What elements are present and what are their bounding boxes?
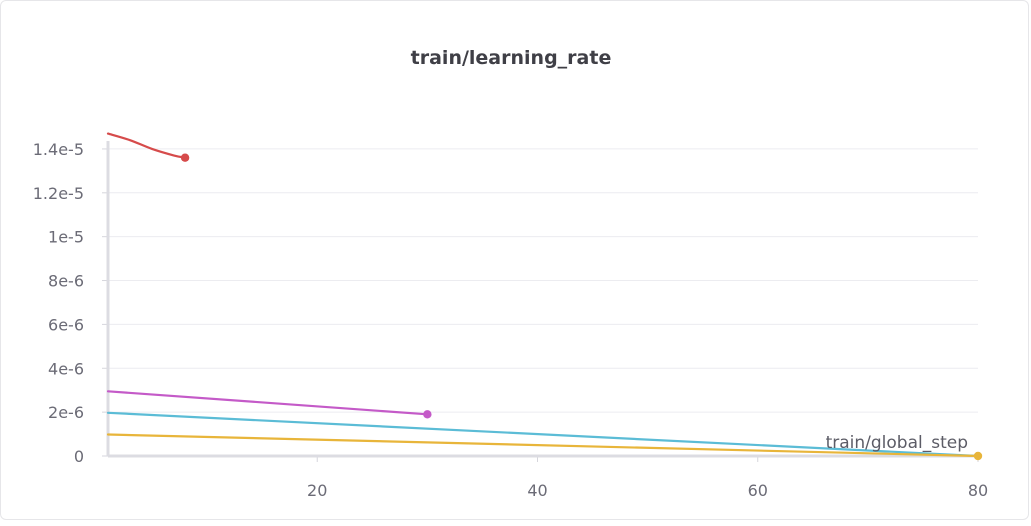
- series-end-marker-4[interactable]: [973, 451, 983, 461]
- series-end-marker-2[interactable]: [423, 410, 432, 419]
- series-lines[interactable]: [106, 132, 983, 461]
- x-tick-labels: 20 40 60 80: [307, 481, 988, 500]
- x-tick-label: 40: [527, 481, 547, 500]
- grid-lines: [102, 148, 979, 462]
- y-tick-label: 6e-6: [48, 315, 84, 334]
- series-line-3[interactable]: [106, 411, 980, 458]
- series-line-1[interactable]: [106, 132, 187, 159]
- x-axis-title: train/global_step: [826, 433, 968, 453]
- y-tick-label: 8e-6: [48, 272, 84, 291]
- y-tick-label: 4e-6: [48, 359, 84, 378]
- y-tick-label: 1.4e-5: [33, 140, 84, 159]
- chart-title: train/learning_rate: [410, 47, 612, 69]
- y-tick-label: 1.2e-5: [33, 184, 84, 203]
- series-line-4[interactable]: [106, 433, 980, 458]
- axes: [106, 141, 978, 458]
- x-tick-label: 80: [968, 481, 988, 500]
- x-tick-label: 20: [307, 481, 327, 500]
- series-end-marker-1[interactable]: [180, 153, 190, 162]
- y-tick-label: 0: [74, 447, 84, 466]
- y-tick-labels: 0 2e-6 4e-6 6e-6 8e-6 1e-5 1.2e-5 1.4e-5: [33, 140, 84, 466]
- x-tick-label: 60: [748, 481, 768, 500]
- y-tick-label: 1e-5: [48, 228, 84, 247]
- y-tick-label: 2e-6: [48, 403, 84, 422]
- series-line-2[interactable]: [106, 390, 429, 416]
